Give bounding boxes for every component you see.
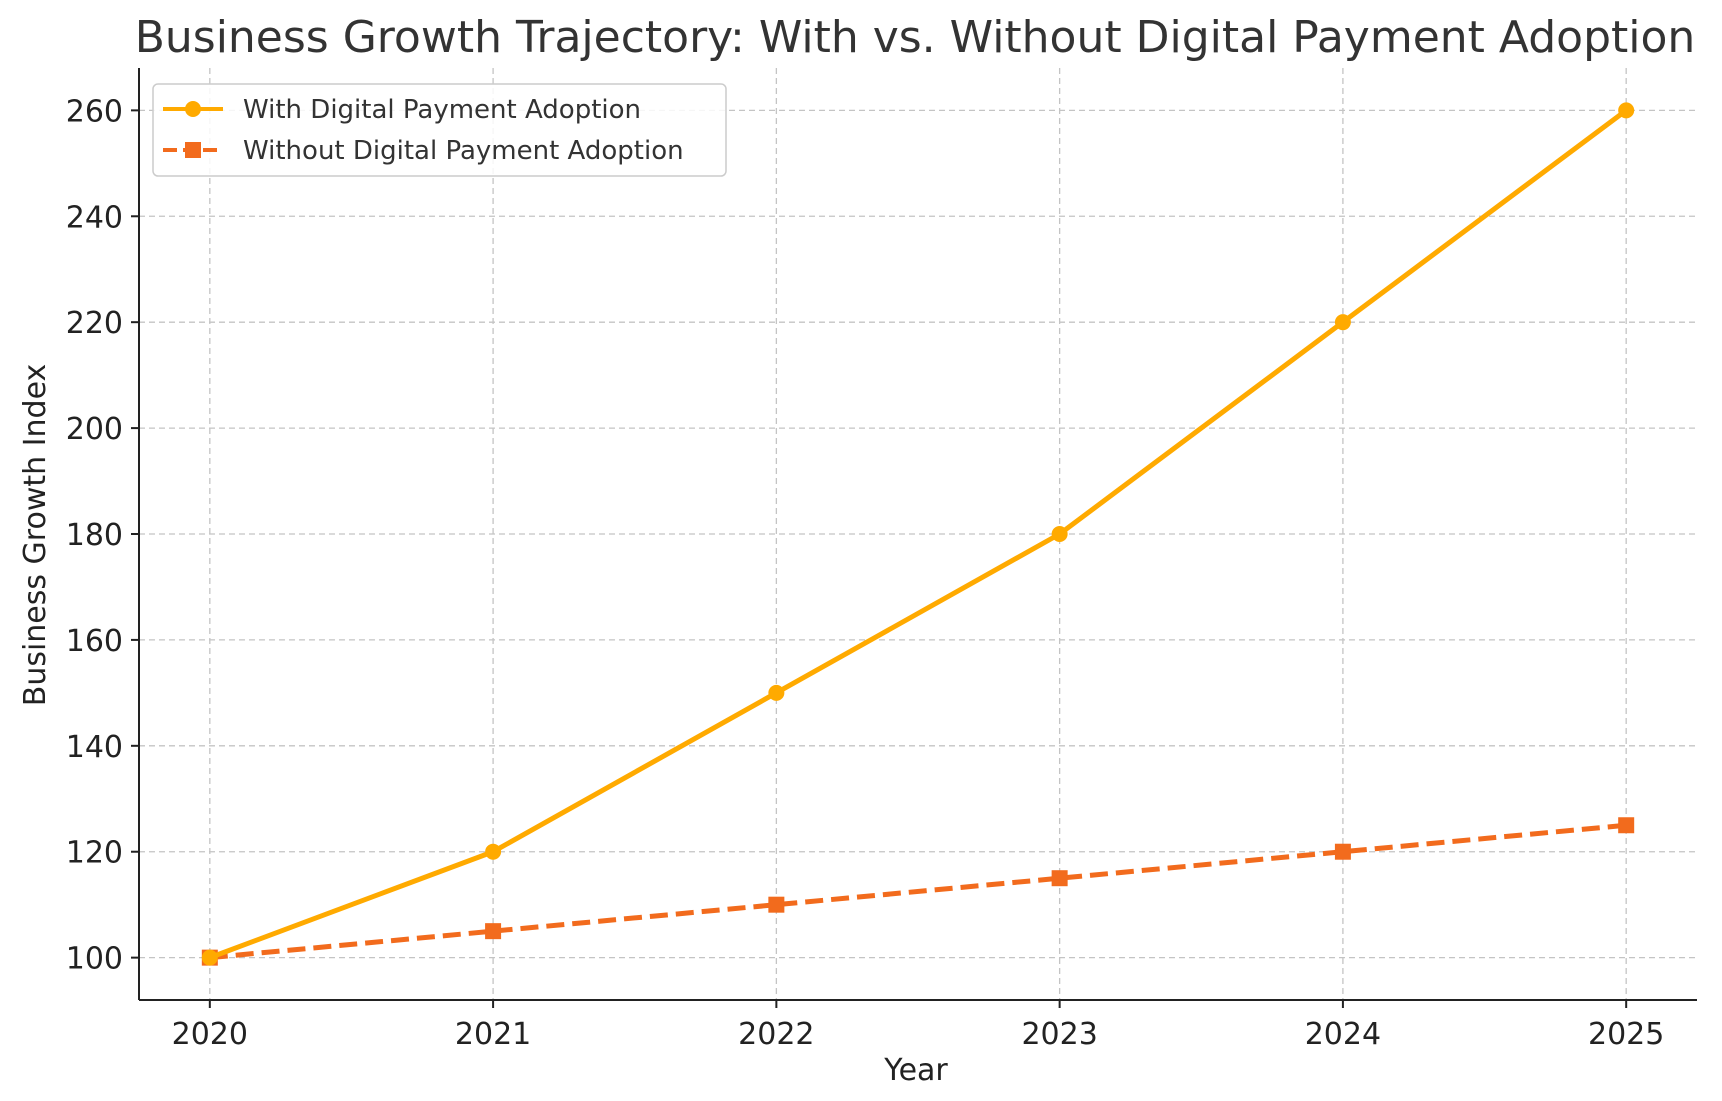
axes: 2020 2021 2022 2023 2024 2025 100 120 140 160 180 2… bbox=[66, 68, 1697, 1052]
legend: With Digital Payment Adoption Without Di… bbox=[152, 83, 727, 177]
y-tick-label: 160 bbox=[66, 624, 123, 659]
series-without-digital-payment bbox=[201, 817, 1635, 966]
data-point bbox=[1618, 817, 1635, 834]
series-layer bbox=[201, 102, 1635, 966]
data-point bbox=[1051, 870, 1068, 887]
data-point bbox=[201, 949, 218, 966]
series-line bbox=[209, 822, 1627, 961]
y-tick-label: 180 bbox=[66, 518, 123, 553]
x-tick-label: 2022 bbox=[738, 1017, 814, 1052]
x-tick-label: 2023 bbox=[1021, 1017, 1097, 1052]
legend-entry-without-digital: Without Digital Payment Adoption bbox=[163, 136, 684, 166]
series-line bbox=[208, 108, 1628, 960]
x-tick-label: 2020 bbox=[172, 1017, 248, 1052]
data-point bbox=[485, 923, 502, 940]
data-point bbox=[1051, 526, 1068, 542]
y-tick-label: 200 bbox=[66, 412, 123, 447]
x-tick-label: 2024 bbox=[1305, 1017, 1381, 1052]
y-tick-label: 100 bbox=[66, 942, 123, 977]
legend-box bbox=[152, 83, 727, 177]
data-point bbox=[768, 896, 785, 913]
y-tick-label: 120 bbox=[66, 836, 123, 871]
chart-title: Business Growth Trajectory: With vs. Wit… bbox=[135, 12, 1696, 63]
x-axis-title: Year bbox=[883, 1053, 948, 1088]
series-with-digital-payment bbox=[201, 102, 1635, 966]
legend-swatch-marker bbox=[185, 101, 201, 117]
legend-swatch-marker bbox=[185, 142, 201, 158]
data-point bbox=[1618, 102, 1635, 119]
y-axis-title: Business Growth Index bbox=[18, 364, 53, 707]
x-tick-label: 2021 bbox=[455, 1017, 531, 1052]
data-point bbox=[768, 684, 785, 701]
y-tick-label: 220 bbox=[66, 306, 123, 341]
y-tick-label: 260 bbox=[66, 94, 123, 129]
y-tick-label: 240 bbox=[66, 200, 123, 235]
legend-entry-with-digital: With Digital Payment Adoption bbox=[163, 95, 641, 125]
data-point bbox=[1334, 843, 1351, 860]
grid bbox=[139, 68, 1697, 1000]
legend-label: Without Digital Payment Adoption bbox=[243, 136, 684, 166]
data-point bbox=[1334, 314, 1351, 331]
legend-label: With Digital Payment Adoption bbox=[243, 95, 641, 125]
x-tick-label: 2025 bbox=[1588, 1017, 1664, 1052]
y-tick-label: 140 bbox=[66, 730, 123, 765]
data-point bbox=[485, 843, 502, 860]
